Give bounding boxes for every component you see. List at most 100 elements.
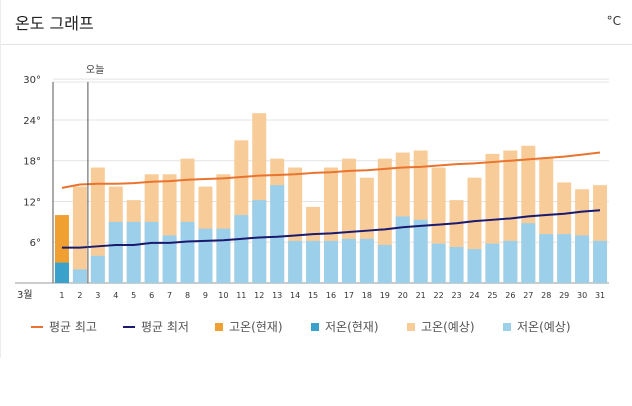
bar-low-forecast [413, 219, 428, 283]
bar-low-forecast [180, 221, 195, 283]
legend-item-low-forecast[interactable]: 저온(예상) [503, 318, 571, 335]
bar-low-forecast [198, 228, 213, 283]
x-tick-label: 18 [362, 291, 372, 300]
bar-high-forecast [90, 167, 105, 283]
x-tick-label: 3 [95, 291, 100, 300]
y-axis: 6° 12° 18° 24° 30° [23, 75, 41, 249]
x-tick-label: 6 [149, 291, 154, 300]
bar-low-current [54, 262, 69, 283]
bar-low-forecast [341, 238, 356, 283]
month-label: 3월 [17, 289, 33, 301]
legend-swatch-high-current [215, 322, 223, 331]
x-tick-label: 7 [167, 291, 172, 300]
bar-low-forecast [162, 235, 177, 283]
bar-low-forecast [485, 243, 500, 283]
y-tick-label: 12° [23, 197, 41, 208]
bar-low-forecast [359, 238, 374, 283]
legend-swatch-low-forecast [503, 322, 511, 331]
x-tick-label: 20 [398, 291, 408, 300]
legend-swatch-avg-low [123, 325, 135, 328]
x-tick-label: 12 [254, 291, 264, 300]
x-tick-label: 31 [595, 291, 605, 300]
bar-low-forecast [557, 234, 572, 283]
legend-label-high-current: 고온(현재) [229, 320, 283, 334]
line-avg-low [61, 209, 601, 249]
bar-low-forecast [503, 240, 518, 283]
bar-high-forecast [72, 186, 87, 283]
x-tick-label: 17 [344, 291, 354, 300]
x-axis: 3월 1 2 3 4 5 6 7 8 9 10 11 12 13 14 15 16 17 18 19 20 21 22 23 2… [17, 289, 605, 301]
legend-label-high-forecast: 고온(예상) [421, 320, 475, 334]
y-tick-label: 30° [23, 75, 41, 86]
legend-label-low-current: 저온(현재) [325, 320, 379, 334]
legend-item-high-current[interactable]: 고온(현재) [215, 318, 283, 335]
x-tick-label: 16 [326, 291, 336, 300]
y-tick-label: 24° [23, 116, 41, 127]
x-tick-label: 24 [469, 291, 479, 300]
y-tick-label: 6° [30, 238, 41, 249]
legend: 평균 최고 평균 최저 고온(현재) 저온(현재) 고온(예상) 저온(예상) [31, 318, 631, 336]
legend-item-low-current[interactable]: 저온(현재) [311, 318, 379, 335]
line-avg-high [61, 151, 601, 189]
bar-low-forecast [395, 216, 410, 283]
x-tick-label: 2 [77, 291, 82, 300]
bar-low-forecast [234, 215, 249, 283]
weather-card: 온도 그래프 °C 오늘 6° 12° 18° 24° 30° 3월 1 2 3 4 5 6 7 8 9 1… [0, 0, 632, 358]
bar-low-forecast [108, 221, 123, 283]
x-tick-label: 26 [505, 291, 515, 300]
today-marker: 오늘 [52, 64, 104, 283]
bar-low-forecast [126, 221, 141, 283]
bar-low-forecast [306, 240, 321, 283]
x-tick-label: 13 [272, 291, 282, 300]
bar-low-forecast [90, 255, 105, 283]
x-tick-label: 23 [451, 291, 461, 300]
card-header: 온도 그래프 °C [1, 0, 632, 45]
bar-low-forecast [575, 235, 590, 283]
bar-low-forecast [431, 243, 446, 283]
bar-low-forecast [539, 234, 554, 283]
x-tick-label: 29 [559, 291, 569, 300]
legend-label-avg-high: 평균 최고 [49, 320, 97, 334]
chart-title: 온도 그래프 [15, 14, 94, 33]
legend-label-avg-low: 평균 최저 [141, 320, 189, 334]
bar-low-forecast [593, 240, 608, 283]
bar-low-forecast [270, 185, 285, 283]
legend-swatch-high-forecast [407, 322, 415, 331]
legend-item-high-forecast[interactable]: 고온(예상) [407, 318, 475, 335]
bar-low-forecast [324, 240, 338, 283]
today-label: 오늘 [86, 64, 104, 76]
x-tick-label: 9 [203, 291, 208, 300]
x-tick-label: 1 [59, 291, 64, 300]
legend-swatch-avg-high [31, 325, 43, 328]
bar-low-forecast [72, 269, 87, 283]
bar-low-forecast [467, 249, 482, 283]
bar-low-forecast [144, 221, 159, 283]
bar-low-forecast [252, 200, 267, 283]
x-tick-label: 4 [113, 291, 118, 300]
bar-low-forecast [377, 244, 392, 283]
lines-layer [61, 151, 601, 249]
legend-item-avg-low[interactable]: 평균 최저 [123, 318, 189, 335]
x-tick-label: 10 [218, 291, 228, 300]
x-tick-label: 28 [541, 291, 551, 300]
unit-label: °C [606, 14, 621, 28]
y-tick-label: 18° [23, 157, 41, 168]
x-tick-label: 30 [577, 291, 587, 300]
x-tick-label: 27 [523, 291, 533, 300]
x-tick-label: 14 [290, 291, 300, 300]
x-tick-label: 8 [185, 291, 190, 300]
legend-item-avg-high[interactable]: 평균 최고 [31, 318, 97, 335]
x-tick-label: 21 [416, 291, 426, 300]
legend-swatch-low-current [311, 322, 319, 331]
bars-layer [54, 113, 608, 283]
x-tick-label: 15 [308, 291, 318, 300]
temperature-chart: 오늘 6°12°18°24°30° 3월 1 2 3 4 5 6 7 8 9 10 11 12 13 14 1… [15, 64, 609, 301]
bar-low-forecast [521, 223, 536, 283]
x-tick-label: 22 [434, 291, 444, 300]
bar-low-forecast [288, 240, 303, 283]
legend-label-low-forecast: 저온(예상) [517, 320, 571, 334]
x-tick-label: 5 [131, 291, 136, 300]
bar-low-forecast [449, 246, 464, 283]
bar-low-forecast [216, 228, 231, 283]
x-tick-label: 19 [380, 291, 390, 300]
